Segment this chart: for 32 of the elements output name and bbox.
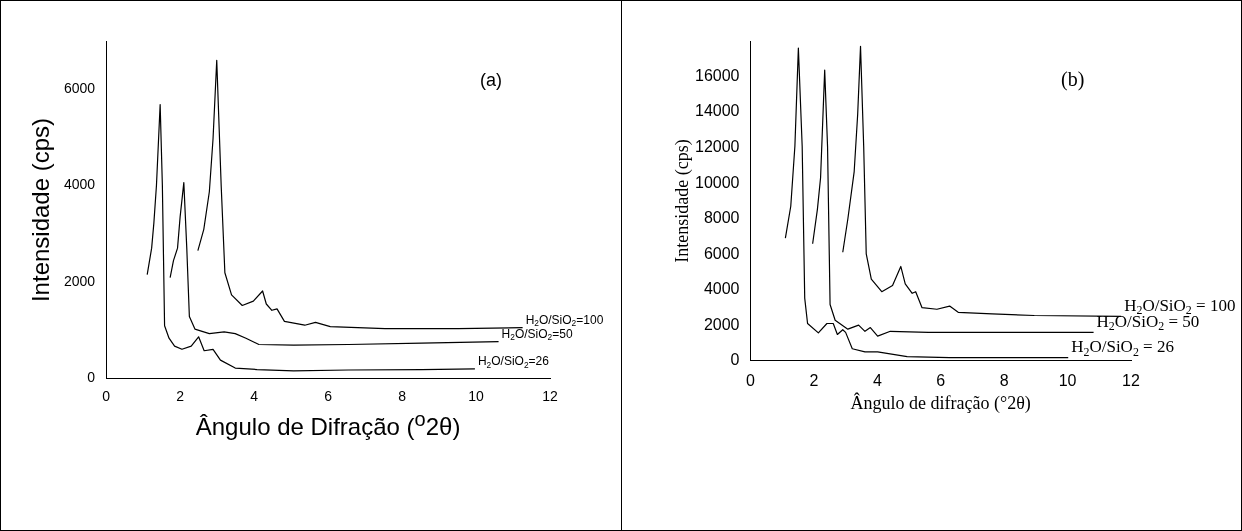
y-axis-title: Intensidade (cps) bbox=[671, 139, 693, 263]
y-tick-label: 0 bbox=[730, 351, 740, 369]
x-tick-label: 12 bbox=[1122, 371, 1140, 389]
x-tick-label: 6 bbox=[324, 388, 333, 405]
annotation: (a) bbox=[480, 69, 502, 90]
x-tick-label: 10 bbox=[1058, 371, 1077, 389]
x-tick-label: 12 bbox=[542, 388, 558, 405]
y-tick-label: 6000 bbox=[63, 80, 96, 97]
y-tick-label: 2000 bbox=[703, 315, 740, 333]
y-tick-label: 14000 bbox=[694, 102, 740, 120]
y-tick-label: 10000 bbox=[694, 173, 740, 191]
y-tick-label: 16000 bbox=[694, 66, 740, 84]
y-tick-label: 2000 bbox=[63, 272, 96, 289]
x-tick-label: 8 bbox=[999, 371, 1009, 389]
x-tick-label: 0 bbox=[746, 371, 756, 389]
x-tick-label: 6 bbox=[936, 371, 946, 389]
x-tick-label: 8 bbox=[398, 388, 407, 405]
x-tick-label: 0 bbox=[102, 388, 111, 405]
annotation: (b) bbox=[1061, 68, 1085, 92]
y-tick-label: 12000 bbox=[694, 138, 740, 156]
x-tick-label: 10 bbox=[468, 388, 485, 405]
x-tick-label: 2 bbox=[176, 388, 185, 405]
y-tick-label: 6000 bbox=[703, 244, 740, 262]
x-tick-label: 2 bbox=[809, 371, 819, 389]
x-axis-title: Ângulo de difração (°2θ) bbox=[850, 392, 1031, 414]
x-axis-title: Ângulo de Difração ($^{o}$2θ) bbox=[195, 408, 461, 442]
x-tick-label: 4 bbox=[250, 388, 259, 405]
y-tick-label: 8000 bbox=[703, 209, 740, 227]
y-tick-label: 4000 bbox=[703, 280, 740, 298]
y-axis-title: Intensidade (cps) bbox=[27, 117, 56, 302]
x-tick-label: 4 bbox=[872, 371, 882, 389]
y-tick-label: 4000 bbox=[63, 176, 96, 193]
